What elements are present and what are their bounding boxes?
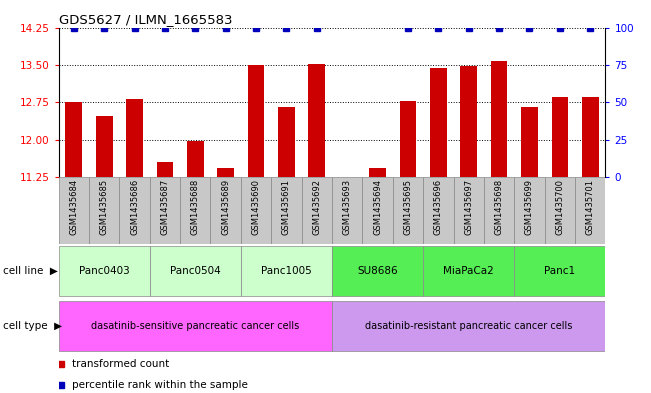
Text: GSM1435692: GSM1435692: [312, 179, 322, 235]
Bar: [150, 246, 241, 296]
Text: GSM1435693: GSM1435693: [342, 179, 352, 235]
Text: GSM1435695: GSM1435695: [404, 179, 413, 235]
Text: GSM1435690: GSM1435690: [251, 179, 260, 235]
Text: percentile rank within the sample: percentile rank within the sample: [72, 380, 248, 390]
Bar: [247, 65, 264, 177]
Bar: [65, 102, 82, 177]
Bar: [514, 246, 605, 296]
Text: GSM1435699: GSM1435699: [525, 179, 534, 235]
Text: Panc1005: Panc1005: [261, 266, 312, 276]
Text: Panc1: Panc1: [544, 266, 575, 276]
Text: GSM1435691: GSM1435691: [282, 179, 291, 235]
Text: dasatinib-sensitive pancreatic cancer cells: dasatinib-sensitive pancreatic cancer ce…: [91, 321, 299, 331]
Bar: [119, 177, 150, 244]
Bar: [332, 177, 363, 244]
Text: GSM1435700: GSM1435700: [555, 179, 564, 235]
Bar: [460, 66, 477, 177]
Bar: [430, 68, 447, 177]
Bar: [369, 168, 386, 177]
Bar: [423, 246, 514, 296]
Text: GSM1435685: GSM1435685: [100, 179, 109, 235]
Bar: [575, 177, 605, 244]
Text: GSM1435689: GSM1435689: [221, 179, 230, 235]
Text: cell line  ▶: cell line ▶: [3, 266, 58, 276]
Bar: [400, 101, 417, 177]
Text: dasatinib-resistant pancreatic cancer cells: dasatinib-resistant pancreatic cancer ce…: [365, 321, 572, 331]
Bar: [89, 177, 119, 244]
Bar: [582, 97, 599, 177]
Bar: [150, 177, 180, 244]
Bar: [423, 177, 454, 244]
Bar: [180, 177, 210, 244]
Bar: [126, 99, 143, 177]
Bar: [210, 177, 241, 244]
Bar: [484, 177, 514, 244]
Bar: [59, 177, 89, 244]
Bar: [241, 246, 332, 296]
Bar: [96, 116, 113, 177]
Bar: [521, 107, 538, 177]
Bar: [545, 177, 575, 244]
Bar: [454, 177, 484, 244]
Text: GDS5627 / ILMN_1665583: GDS5627 / ILMN_1665583: [59, 13, 232, 26]
Bar: [551, 97, 568, 177]
Text: Panc0403: Panc0403: [79, 266, 130, 276]
Text: GSM1435686: GSM1435686: [130, 179, 139, 235]
Text: GSM1435701: GSM1435701: [586, 179, 595, 235]
Text: GSM1435688: GSM1435688: [191, 179, 200, 235]
Text: GSM1435684: GSM1435684: [69, 179, 78, 235]
Bar: [332, 246, 423, 296]
Text: GSM1435698: GSM1435698: [495, 179, 504, 235]
Text: transformed count: transformed count: [72, 358, 169, 369]
Text: GSM1435687: GSM1435687: [160, 179, 169, 235]
Text: GSM1435697: GSM1435697: [464, 179, 473, 235]
Bar: [514, 177, 545, 244]
Bar: [217, 168, 234, 177]
Text: MiaPaCa2: MiaPaCa2: [443, 266, 494, 276]
Bar: [363, 177, 393, 244]
Bar: [301, 177, 332, 244]
Bar: [187, 141, 204, 177]
Bar: [156, 162, 173, 177]
Bar: [278, 107, 295, 177]
Bar: [309, 64, 326, 177]
Bar: [241, 177, 271, 244]
Bar: [332, 301, 605, 351]
Text: GSM1435694: GSM1435694: [373, 179, 382, 235]
Text: cell type  ▶: cell type ▶: [3, 321, 62, 331]
Bar: [491, 61, 508, 177]
Bar: [271, 177, 301, 244]
Bar: [393, 177, 423, 244]
Bar: [59, 301, 332, 351]
Text: SU8686: SU8686: [357, 266, 398, 276]
Bar: [59, 246, 150, 296]
Text: GSM1435696: GSM1435696: [434, 179, 443, 235]
Text: Panc0504: Panc0504: [170, 266, 221, 276]
